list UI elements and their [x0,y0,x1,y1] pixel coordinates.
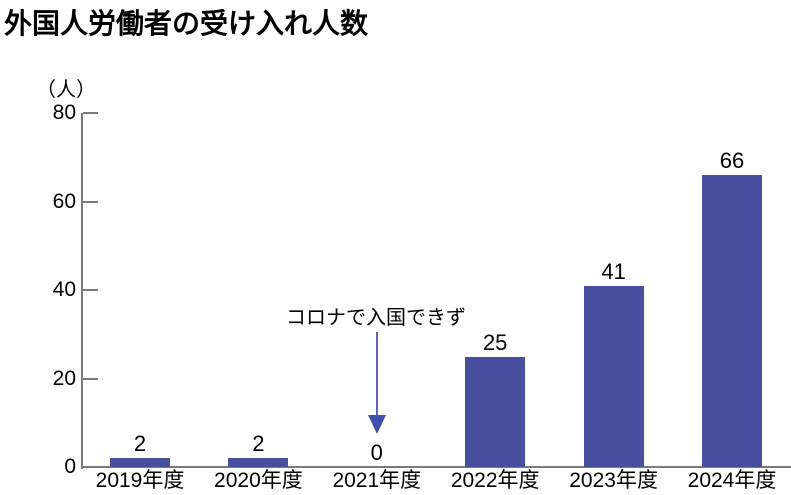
y-tick-label: 80 [52,101,76,125]
x-axis-line [81,466,791,468]
bar-value-label: 2 [133,431,147,457]
bar [110,458,170,467]
bar [702,175,762,467]
y-tick [83,200,98,203]
bar-value-label: 2 [252,431,265,457]
y-axis-line [81,113,83,469]
y-tick-label: 40 [52,278,76,302]
bar [465,356,526,467]
annotation-text: コロナで入国できず [286,307,466,329]
y-tick [83,377,98,380]
x-category-label: 2021年度 [332,469,422,492]
chart-title: 外国人労働者の受け入れ人数 [4,8,369,39]
y-tick [83,112,98,115]
bar-value-label: 0 [370,440,383,465]
bar-value-label: 41 [601,258,626,284]
x-category-label: 2023年度 [569,469,658,492]
bar [228,458,289,467]
y-tick-label: 20 [52,366,76,390]
bar [583,285,644,467]
y-tick-label: 60 [52,189,76,213]
bar-value-label: 25 [482,329,508,355]
annotation-arrow-head-icon [368,415,386,434]
x-category-label: 2024年度 [687,469,777,492]
x-category-label: 2019年度 [95,469,185,492]
x-category-label: 2022年度 [450,469,540,492]
y-axis-unit-label: （人） [36,79,96,101]
x-category-label: 2020年度 [214,469,303,492]
y-tick-label: 0 [64,455,76,478]
annotation-arrow-line [376,332,378,416]
bar-value-label: 66 [719,148,745,174]
y-tick [83,289,98,292]
